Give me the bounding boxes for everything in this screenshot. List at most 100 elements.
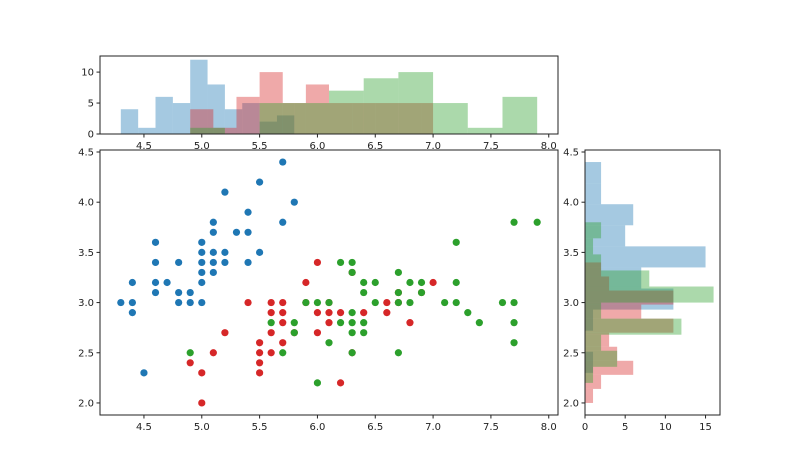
y-tick-label: 2.5 [78, 348, 94, 359]
data-point [198, 399, 206, 407]
data-point [279, 298, 287, 307]
data-point [128, 309, 136, 317]
hist-bar [585, 290, 674, 305]
data-point [348, 329, 356, 337]
data-point [279, 218, 287, 226]
x-tick-label: 8.0 [541, 141, 557, 152]
data-point [348, 319, 356, 327]
data-point [209, 248, 217, 256]
hist-series-green [190, 72, 538, 134]
data-point [383, 298, 391, 307]
data-point [209, 228, 217, 236]
data-point [198, 278, 206, 287]
x-tick-label: 7.0 [425, 422, 441, 433]
data-point [244, 208, 252, 216]
hist-bar [305, 84, 329, 134]
data-point [175, 288, 183, 297]
hist-series-red [585, 262, 674, 403]
data-point [302, 278, 310, 287]
x-tick-label: 4.5 [136, 141, 152, 152]
hist-bar [172, 103, 191, 134]
data-point [198, 268, 206, 277]
data-point [348, 268, 356, 277]
hist-bar [585, 360, 634, 375]
hist-bar [585, 346, 618, 361]
scatter-series-red [186, 258, 437, 407]
top-histogram: 4.5 5.0 5.5 6.0 6.5 7.0 7.5 8.0 0 5 10 [81, 55, 559, 152]
data-point [394, 288, 402, 297]
data-point [394, 268, 402, 277]
data-point [313, 298, 322, 307]
hist-bar [352, 103, 376, 134]
data-point [325, 339, 333, 347]
data-point [256, 359, 264, 367]
hist-bar [585, 183, 602, 205]
hist-bar [585, 162, 602, 184]
data-point [279, 339, 287, 347]
y-tick-label: 4.5 [78, 148, 94, 159]
data-point [394, 298, 402, 307]
data-point [383, 309, 391, 317]
data-point [360, 309, 368, 317]
y-tick-label: 4.0 [563, 198, 579, 209]
data-point [452, 278, 460, 287]
data-point [313, 258, 322, 267]
data-point [279, 158, 287, 166]
data-point [128, 278, 136, 287]
data-point [360, 278, 368, 287]
y-tick-label: 2.5 [563, 348, 579, 359]
scatter-series-green [186, 218, 541, 387]
hist-bar [585, 270, 650, 287]
data-point [279, 319, 287, 327]
y-tick-label: 5 [88, 99, 94, 110]
data-point [267, 309, 275, 317]
hist-bar [585, 238, 594, 255]
hist-bar [120, 109, 139, 134]
hist-bar [242, 103, 260, 134]
hist-bar [585, 334, 602, 351]
hist-bar [585, 374, 602, 389]
data-point [452, 298, 460, 307]
data-point [336, 258, 345, 267]
hist-bar [585, 204, 634, 226]
data-point [186, 288, 194, 297]
y-tick-label: 3.5 [563, 248, 579, 259]
hist-bar [585, 286, 714, 303]
data-point [313, 309, 322, 317]
data-point [163, 278, 171, 287]
hist-bar [363, 78, 399, 134]
x-tick-label: 5.0 [194, 141, 210, 152]
x-tick-label: 7.5 [483, 141, 499, 152]
data-point [209, 349, 217, 357]
data-point [336, 379, 345, 387]
hist-bar [259, 103, 295, 134]
x-tick-label: 5.0 [194, 422, 210, 433]
y-tick-label: 4.0 [78, 198, 94, 209]
data-point [186, 349, 194, 357]
data-point [221, 188, 229, 196]
hist-bar [467, 127, 503, 134]
data-point [151, 288, 160, 297]
x-tick-label: 6.5 [367, 141, 383, 152]
hist-bar [585, 318, 682, 335]
data-point [256, 349, 264, 357]
y-tick-label: 3.0 [563, 298, 579, 309]
hist-bar [585, 225, 626, 247]
data-point [267, 329, 275, 337]
top-hist-frame [99, 55, 559, 135]
data-point [290, 329, 298, 337]
data-point [175, 298, 183, 307]
data-point [221, 329, 229, 337]
hist-bar [585, 351, 594, 373]
data-point [510, 319, 518, 327]
data-point [198, 248, 206, 256]
x-tick-label: 6.0 [309, 141, 325, 152]
data-point [267, 298, 275, 307]
data-point [336, 319, 345, 327]
y-tick-label: 0 [88, 130, 94, 141]
hist-bar [421, 103, 434, 134]
data-point [267, 319, 275, 327]
data-point [452, 238, 460, 246]
hist-series-green [585, 222, 714, 383]
hist-bar [276, 115, 295, 134]
